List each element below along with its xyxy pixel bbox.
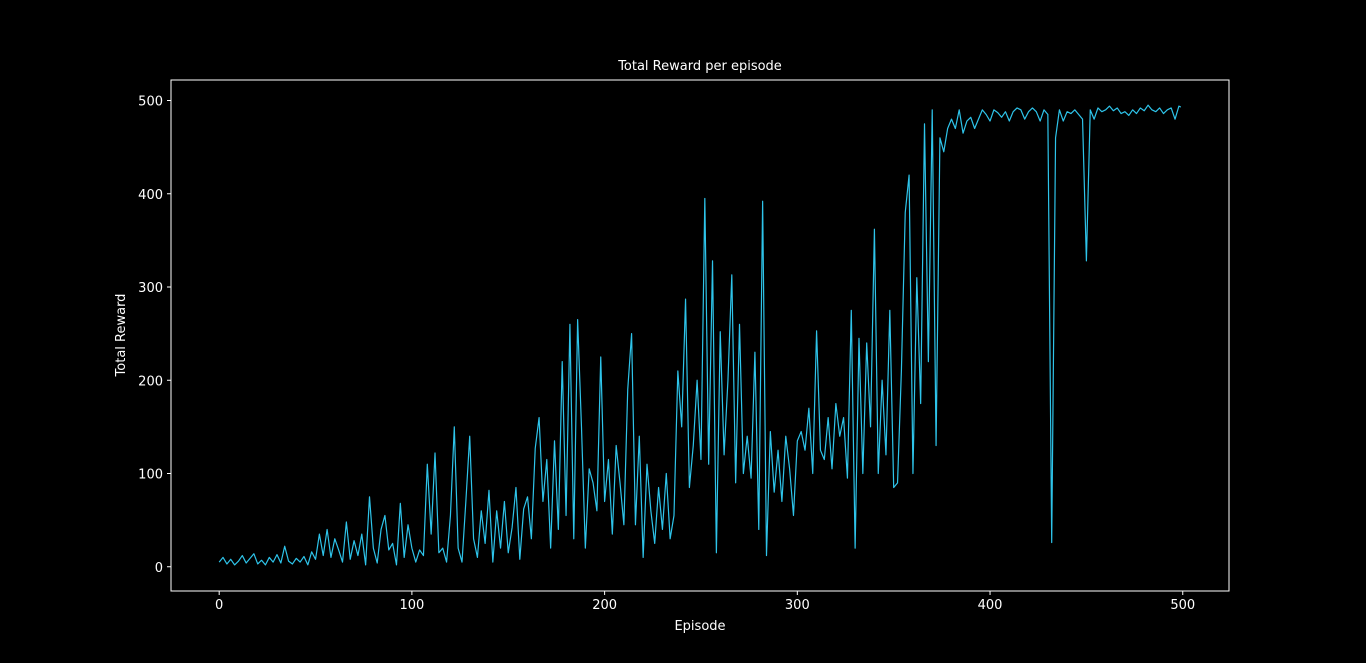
y-tick-label: 200 xyxy=(138,374,163,389)
y-tick-label: 400 xyxy=(138,188,163,203)
y-axis: 0 100 200 300 400 500 xyxy=(138,95,171,576)
chart-title: Total Reward per episode xyxy=(617,59,782,74)
x-tick-label: 500 xyxy=(1170,598,1195,613)
y-tick-label: 100 xyxy=(138,468,163,483)
y-tick-label: 0 xyxy=(155,561,163,576)
x-tick-label: 0 xyxy=(215,598,223,613)
plot-area xyxy=(218,104,1182,566)
x-axis: 0 100 200 300 400 500 xyxy=(215,591,1195,613)
x-tick-label: 300 xyxy=(785,598,810,613)
x-tick-label: 400 xyxy=(978,598,1003,613)
y-axis-label: Total Reward xyxy=(114,294,129,378)
axes-frame xyxy=(170,79,1230,592)
x-tick-label: 100 xyxy=(399,598,424,613)
x-tick-label: 200 xyxy=(592,598,617,613)
y-tick-label: 500 xyxy=(138,95,163,110)
series-line xyxy=(218,104,1182,566)
y-tick-label: 300 xyxy=(138,281,163,296)
x-axis-label: Episode xyxy=(674,619,725,634)
